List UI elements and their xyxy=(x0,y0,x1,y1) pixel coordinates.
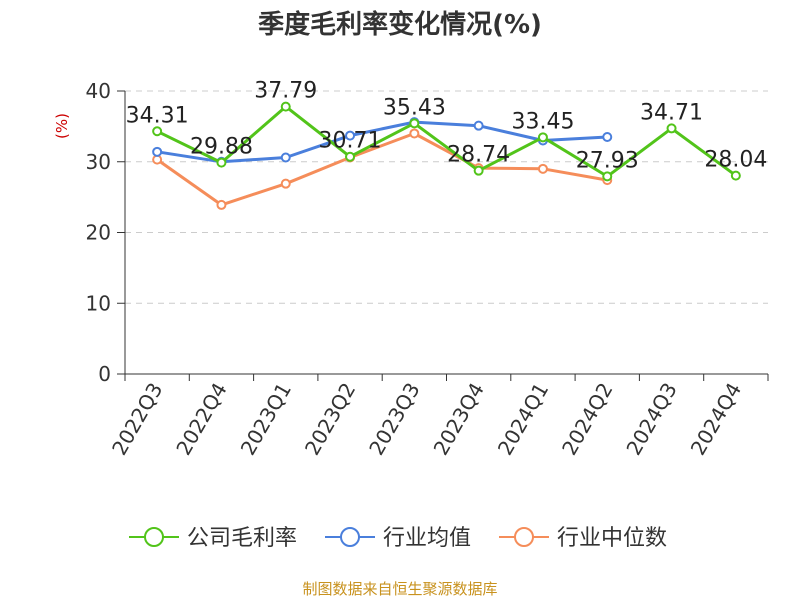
legend-label: 行业均值 xyxy=(383,526,471,551)
data-point xyxy=(602,131,613,142)
data-label: 35.43 xyxy=(383,95,446,120)
x-category-label: 2022Q3 xyxy=(107,379,167,460)
data-point xyxy=(666,123,677,134)
gridlines xyxy=(125,90,768,304)
x-category-label: 2023Q2 xyxy=(300,379,360,460)
y-tick-label: 30 xyxy=(86,150,111,174)
data-point xyxy=(152,126,163,137)
data-label: 33.45 xyxy=(511,109,574,134)
legend-marker xyxy=(340,527,360,547)
legend-item: 公司毛利率 xyxy=(129,526,297,551)
data-point xyxy=(409,118,420,129)
x-category-label: 2024Q4 xyxy=(686,379,746,460)
x-category-label: 2024Q2 xyxy=(557,379,617,460)
data-point xyxy=(280,178,291,189)
legend-label: 行业中位数 xyxy=(557,526,667,551)
data-point xyxy=(280,101,291,112)
series-line xyxy=(156,105,737,178)
legend-item: 行业中位数 xyxy=(499,526,667,551)
data-label: 34.31 xyxy=(126,103,189,128)
data-point xyxy=(537,132,548,143)
y-axis-unit-label: (%) xyxy=(53,113,71,139)
data-label: 28.74 xyxy=(447,143,510,168)
data-label: 37.79 xyxy=(254,79,317,104)
data-point xyxy=(473,120,484,131)
source-note: 制图数据来自恒生聚源数据库 xyxy=(302,580,497,598)
series-lines xyxy=(152,101,741,210)
data-point xyxy=(345,151,356,162)
x-category-label: 2024Q1 xyxy=(493,379,553,460)
data-label: 28.04 xyxy=(704,148,767,173)
series-line xyxy=(156,132,608,207)
y-tick-label: 0 xyxy=(98,362,111,386)
chart-title: 季度毛利率变化情况(%) xyxy=(258,9,542,40)
data-point xyxy=(152,146,163,157)
legend: 公司毛利率 行业均值 行业中位数 xyxy=(129,526,667,551)
legend-marker xyxy=(514,527,534,547)
legend-item: 行业均值 xyxy=(325,526,471,551)
data-point xyxy=(537,163,548,174)
data-label: 34.71 xyxy=(640,100,703,125)
data-point xyxy=(473,165,484,176)
data-label: 27.93 xyxy=(576,148,639,173)
x-category-label: 2023Q1 xyxy=(236,379,296,460)
data-point xyxy=(730,170,741,181)
x-category-label: 2022Q4 xyxy=(171,379,231,460)
data-point xyxy=(602,171,613,182)
x-category-label: 2023Q3 xyxy=(364,379,424,460)
data-label: 29.88 xyxy=(190,135,253,160)
data-point xyxy=(409,128,420,139)
y-tick-label: 10 xyxy=(86,291,111,315)
data-point xyxy=(216,199,227,210)
x-category-label: 2024Q3 xyxy=(621,379,681,460)
series-line xyxy=(156,120,608,164)
x-category-label: 2023Q4 xyxy=(429,379,489,460)
y-tick-label: 40 xyxy=(86,79,111,103)
data-point xyxy=(280,152,291,163)
legend-marker xyxy=(144,527,164,547)
y-tick-label: 20 xyxy=(86,221,111,245)
data-point xyxy=(345,130,356,141)
data-label: 30.71 xyxy=(319,129,382,154)
legend-label: 公司毛利率 xyxy=(187,526,297,551)
data-point xyxy=(216,157,227,168)
